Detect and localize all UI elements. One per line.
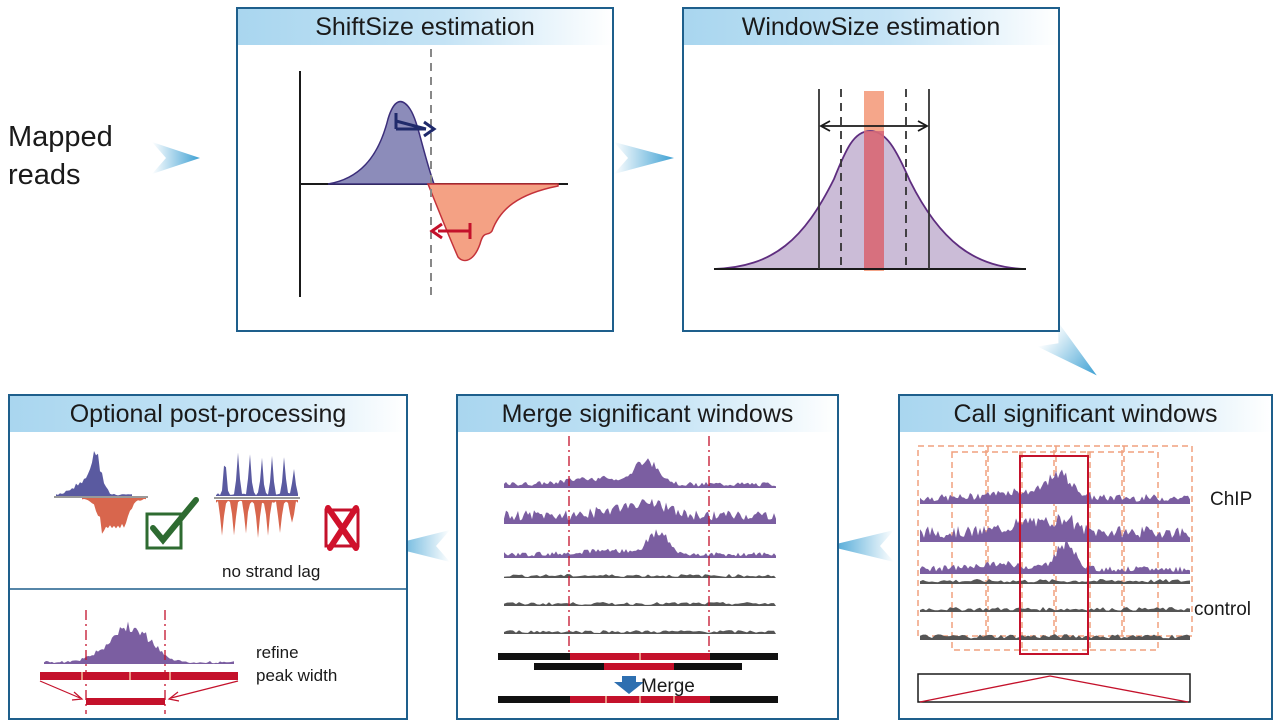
control-track-1 [920,579,1190,584]
shift-arrow-left-icon [429,222,472,240]
mapped-reads-line1: Mapped [8,121,113,153]
merge-windows-illustration [498,436,778,703]
window-bar-significant [40,672,238,680]
refine-line2: peak width [256,666,338,685]
panel-merge-windows: Merge significant windows Merge [456,394,839,720]
flow-arrow-2 [614,142,674,174]
significant-window [1019,455,1089,655]
merge-chip-track-1 [504,458,776,488]
merge-chip-track-3 [504,529,776,558]
window-bar [498,653,570,660]
mapped-reads-label: Mapped reads [8,118,113,194]
refine-arrowhead-right [167,691,180,702]
forward-peak-good [56,451,132,496]
flow-arrow-4 [828,530,894,562]
window-bar [710,653,778,660]
merge-control-track-3 [504,630,776,634]
refine-arrow-right-icon [170,680,239,699]
shift-arrow-right-icon [394,113,437,138]
panel-shiftsize: ShiftSize estimation [236,7,614,332]
control-label: control [1194,599,1252,620]
window-bar [710,696,778,703]
shiftsize-illustration [299,49,568,297]
panel-title: Merge significant windows [458,396,837,432]
chip-track-3 [920,537,1190,574]
check-icon [150,497,199,545]
panel-title: ShiftSize estimation [238,9,612,45]
zoom-lines [919,675,1189,703]
sliding-window [1087,451,1159,651]
merge-arrow-icon [614,676,644,694]
flow-arrow-5 [386,530,450,562]
reverse-peak-good [82,498,146,534]
merge-control-track-1 [504,574,776,578]
window-bar [674,663,742,670]
window-bar [534,663,604,670]
chip-label: ChIP [1210,489,1253,510]
window-bar-significant [604,663,674,670]
cross-icon [325,505,359,551]
refine-label: refine peak width [256,641,337,687]
merge-control-track-2 [504,602,776,606]
chip-track-2 [920,514,1190,542]
refine-arrowhead-left [71,691,84,701]
refine-line1: refine [256,643,299,662]
sliding-window [1019,451,1091,651]
merge-label: Merge [641,676,695,697]
mapped-reads-line2: reads [8,159,81,191]
strand-lag-label: no strand lag [222,562,321,581]
panel-windowsize: WindowSize estimation [682,7,1060,332]
call-windows-illustration [917,445,1193,703]
reverse-spikes [216,500,298,538]
forward-spikes [216,452,298,496]
reverse-strand-peak [426,183,559,262]
panel-call-windows: Call significant windows ChIP control [898,394,1273,720]
flow-arrow-3 [1037,322,1097,376]
chip-track-1 [920,469,1190,504]
window-width-arrow-icon [819,120,929,132]
merge-chip-track-2 [504,498,776,524]
genome-bar [917,673,1191,703]
sliding-window [951,451,1023,651]
panel-post-processing: Optional post-processing no strand lag r… [8,394,408,720]
flow-arrow-1 [152,142,200,174]
panel-title: Call significant windows [900,396,1271,432]
control-track-3 [920,634,1190,640]
control-track-2 [920,607,1190,612]
refined-peak-bar [86,698,165,705]
refine-arrow-left-icon [39,680,81,699]
panel-title: Optional post-processing [10,396,406,432]
panel-title: WindowSize estimation [684,9,1058,45]
post-processing-illustration [10,451,406,714]
forward-strand-peak [327,100,436,185]
refine-peak-track [44,621,234,664]
window-bar [498,696,570,703]
windowsize-illustration [713,89,1026,271]
